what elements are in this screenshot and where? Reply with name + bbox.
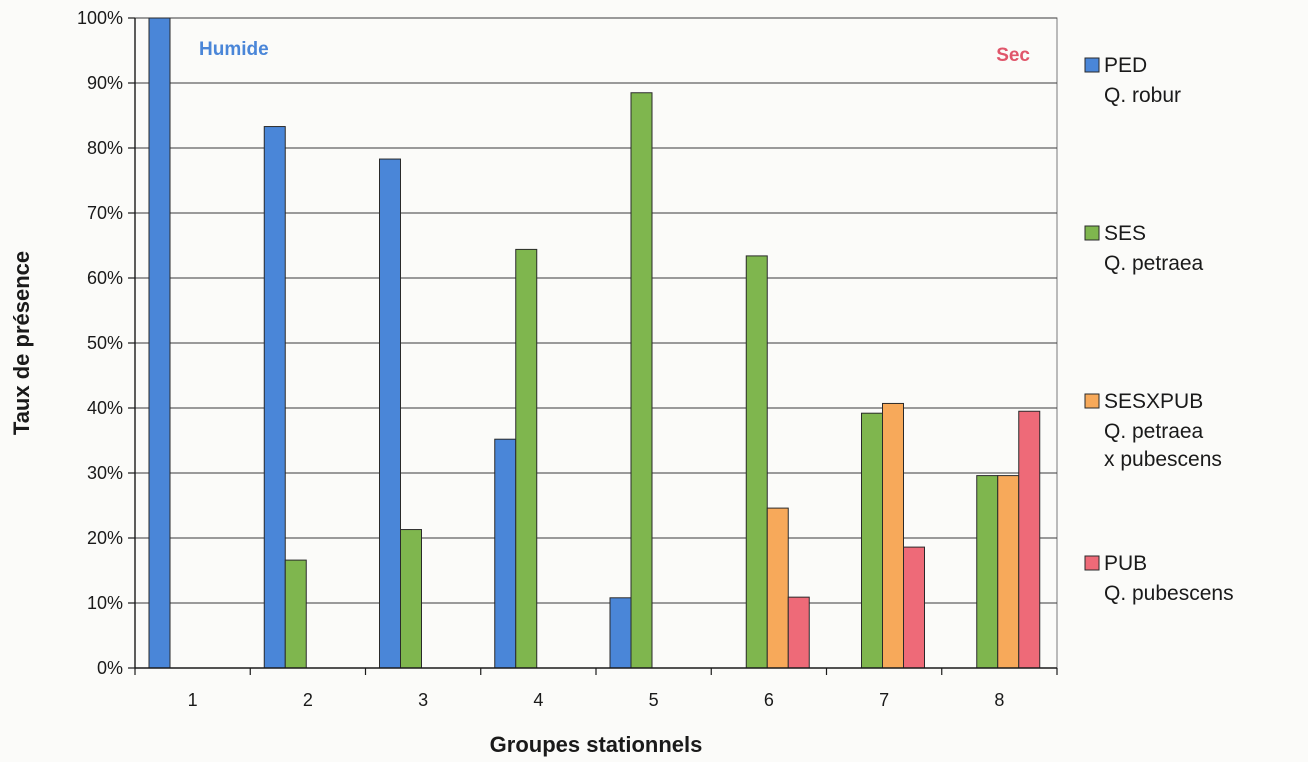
legend-swatch <box>1084 555 1100 571</box>
legend-label: PED <box>1104 54 1147 77</box>
legend-entry-ped: PED Q. robur <box>1084 54 1181 107</box>
y-tick-label: 10% <box>87 593 123 613</box>
legend-label: SES <box>1104 222 1146 245</box>
y-axis-title: Taux de présence <box>9 251 34 435</box>
x-tick-label: 8 <box>994 690 1004 710</box>
axes <box>128 17 1058 675</box>
y-tick-label: 70% <box>87 203 123 223</box>
legend-entry-ses: SES Q. petraea <box>1084 222 1204 275</box>
y-tick-label: 40% <box>87 398 123 418</box>
y-tick-label: 30% <box>87 463 123 483</box>
bar-ped-5 <box>609 597 632 669</box>
bar-pub-8 <box>1018 410 1041 669</box>
y-tick-label: 0% <box>97 658 123 678</box>
y-tick-label: 100% <box>77 8 123 28</box>
bar-ses-5 <box>630 92 653 669</box>
legend-swatch <box>1084 57 1100 73</box>
legend-swatch <box>1084 225 1100 241</box>
legend-sublabel: Q. petraea <box>1104 252 1204 275</box>
x-tick-labels: 1 2 3 4 5 6 7 8 <box>188 690 1005 710</box>
bar-ses-8 <box>976 475 999 669</box>
bar-sesxpub-6 <box>766 507 789 669</box>
bar-pub-7 <box>903 546 925 669</box>
legend-entry-sesxpub: SESXPUB Q. petraea x pubescens <box>1084 390 1222 471</box>
y-tick-label: 20% <box>87 528 123 548</box>
x-tick-label: 2 <box>303 690 313 710</box>
x-tick-label: 7 <box>879 690 889 710</box>
bar-sesxpub-7 <box>882 402 904 669</box>
legend-sublabel: Q. petraea <box>1104 420 1204 443</box>
annotation-sec: Sec <box>996 45 1030 66</box>
y-tick-label: 90% <box>87 73 123 93</box>
bar-ped-1 <box>148 17 171 669</box>
bar-sesxpub-8 <box>997 475 1020 669</box>
legend-sublabel: x pubescens <box>1104 448 1222 471</box>
y-tick-label: 80% <box>87 138 123 158</box>
x-tick-label: 6 <box>764 690 774 710</box>
legend-swatch <box>1084 393 1100 409</box>
bar-ses-2 <box>284 559 307 669</box>
x-tick-label: 3 <box>418 690 428 710</box>
bar-ses-4 <box>515 248 538 669</box>
y-tick-labels: 0% 10% 20% 30% 40% 50% 60% 70% 80% 90% 100% <box>77 8 123 678</box>
x-tick-label: 1 <box>188 690 198 710</box>
bar-pub-6 <box>787 596 810 669</box>
bar-ped-3 <box>379 158 401 669</box>
bar-ses-3 <box>400 529 422 669</box>
legend-label: PUB <box>1104 552 1147 575</box>
legend-entry-pub: PUB Q. pubescens <box>1084 552 1234 605</box>
x-tick-label: 4 <box>533 690 543 710</box>
legend-sublabel: Q. robur <box>1104 84 1181 107</box>
y-tick-label: 60% <box>87 268 123 288</box>
bar-ses-7 <box>861 412 883 669</box>
bars <box>148 17 1041 669</box>
legend-sublabel: Q. pubescens <box>1104 582 1234 605</box>
bar-ped-4 <box>494 438 517 669</box>
x-axis-title: Groupes stationnels <box>490 732 703 757</box>
y-tick-label: 50% <box>87 333 123 353</box>
x-tick-label: 5 <box>649 690 659 710</box>
bar-ped-2 <box>263 126 286 669</box>
legend-label: SESXPUB <box>1104 390 1203 413</box>
legend: PED Q. robur SES Q. petraea SESXPUB Q. petrae… <box>1084 54 1234 605</box>
bar-ses-6 <box>745 255 768 669</box>
annotation-humide: Humide <box>199 39 269 60</box>
